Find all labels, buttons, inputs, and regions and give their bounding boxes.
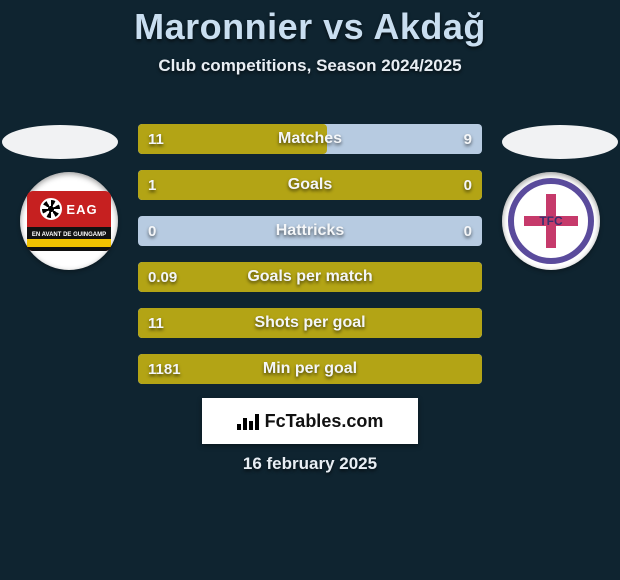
page-title: Maronnier vs Akdağ (0, 0, 620, 48)
content-root: Maronnier vs Akdağ Club competitions, Se… (0, 0, 620, 580)
stat-label: Goals per match (138, 262, 482, 292)
fctables-logo: FcTables.com (202, 398, 418, 444)
subtitle: Club competitions, Season 2024/2025 (0, 56, 620, 76)
stat-row-5: 1181Min per goal (138, 354, 482, 384)
left-club-badge: EAG EN AVANT DE GUINGAMP (20, 172, 118, 270)
stat-label: Hattricks (138, 216, 482, 246)
right-club-badge: TFC (502, 172, 600, 270)
stat-right-value: 0 (464, 216, 472, 246)
title-vs: vs (323, 6, 364, 47)
tfc-crest: TFC (508, 178, 594, 264)
stat-row-0: 11Matches9 (138, 124, 482, 154)
stat-label: Shots per goal (138, 308, 482, 338)
bar-chart-icon (237, 412, 259, 430)
logo-text: FcTables.com (265, 411, 384, 432)
eag-stripe (27, 239, 111, 247)
stat-row-2: 0Hattricks0 (138, 216, 482, 246)
date-text: 16 february 2025 (0, 454, 620, 474)
stat-right-value: 0 (464, 170, 472, 200)
stat-bars: 11Matches91Goals00Hattricks00.09Goals pe… (138, 124, 482, 384)
title-right: Akdağ (373, 6, 486, 47)
eag-crest: EAG EN AVANT DE GUINGAMP (27, 191, 111, 251)
stat-row-4: 11Shots per goal (138, 308, 482, 338)
right-player-ellipse (502, 125, 618, 159)
eag-text: EAG (66, 202, 97, 217)
title-left: Maronnier (134, 6, 313, 47)
eag-ball-icon (40, 198, 62, 220)
eag-crest-top: EAG (27, 191, 111, 227)
tfc-text: TFC (539, 214, 562, 228)
left-player-ellipse (2, 125, 118, 159)
stat-label: Min per goal (138, 354, 482, 384)
stat-row-3: 0.09Goals per match (138, 262, 482, 292)
tfc-inner: TFC (519, 189, 583, 253)
eag-line2: EN AVANT DE GUINGAMP (27, 232, 111, 239)
stat-right-value: 9 (464, 124, 472, 154)
stat-row-1: 1Goals0 (138, 170, 482, 200)
eag-crest-bottom: EN AVANT DE GUINGAMP (27, 227, 111, 251)
stat-label: Matches (138, 124, 482, 154)
stat-label: Goals (138, 170, 482, 200)
